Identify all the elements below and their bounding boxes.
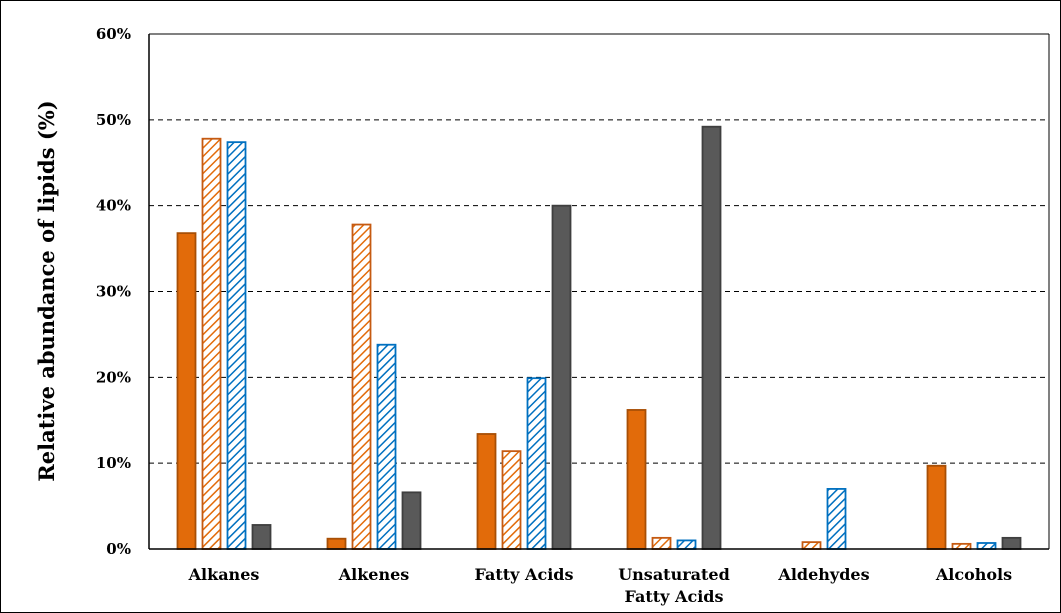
bar-series-1 [926,464,947,550]
bar-series-3 [976,542,997,550]
bar-series-2 [501,450,522,550]
bar-series-1 [476,433,497,550]
bar-series-2 [651,536,672,550]
bar-series-4 [401,491,422,550]
y-tick-labels: 0% 10% 20% 30% 40% 50% 60% [96,25,131,558]
y-tick-label: 50% [96,111,131,129]
bar-series-3 [226,141,247,550]
y-tick-label: 30% [96,283,131,301]
axes [148,33,1050,550]
bar-series-4 [1001,536,1022,550]
bar-series-3 [826,488,847,550]
x-tick-label: Aldehydes [777,565,869,584]
x-tick-label: Alcohols [935,565,1012,584]
bar-series-1 [176,232,197,550]
bar-series-1 [626,409,647,550]
y-tick-label: 20% [96,368,131,386]
bar-series-1 [326,537,347,550]
bar-series-4 [701,125,722,550]
bar-series-2 [201,137,222,550]
bar-series-4 [251,524,272,550]
gridlines [149,119,1049,464]
x-tick-labels: Alkanes Alkenes Fatty Acids Unsaturated Fatt… [188,565,1013,606]
bar-series-2 [351,223,372,550]
bar-series-3 [676,539,697,550]
bar-series-2 [801,541,822,550]
y-tick-label: 40% [96,197,131,215]
y-tick-label: 0% [106,540,131,558]
bar-series-2 [951,542,972,550]
bars [176,125,1022,550]
bar-series-3 [376,343,397,550]
x-tick-label: Unsaturated [618,565,730,584]
bar-series-4 [551,204,572,550]
y-tick-label: 60% [96,25,131,43]
y-tick-label: 10% [96,454,131,472]
x-tick-label: Alkanes [188,565,260,584]
x-tick-label: Fatty Acids [475,565,574,584]
x-tick-label: Fatty Acids [625,587,724,606]
y-axis-title: Relative abundance of lipids (%) [34,100,59,481]
x-tick-label: Alkenes [338,565,410,584]
bar-series-3 [526,377,547,550]
